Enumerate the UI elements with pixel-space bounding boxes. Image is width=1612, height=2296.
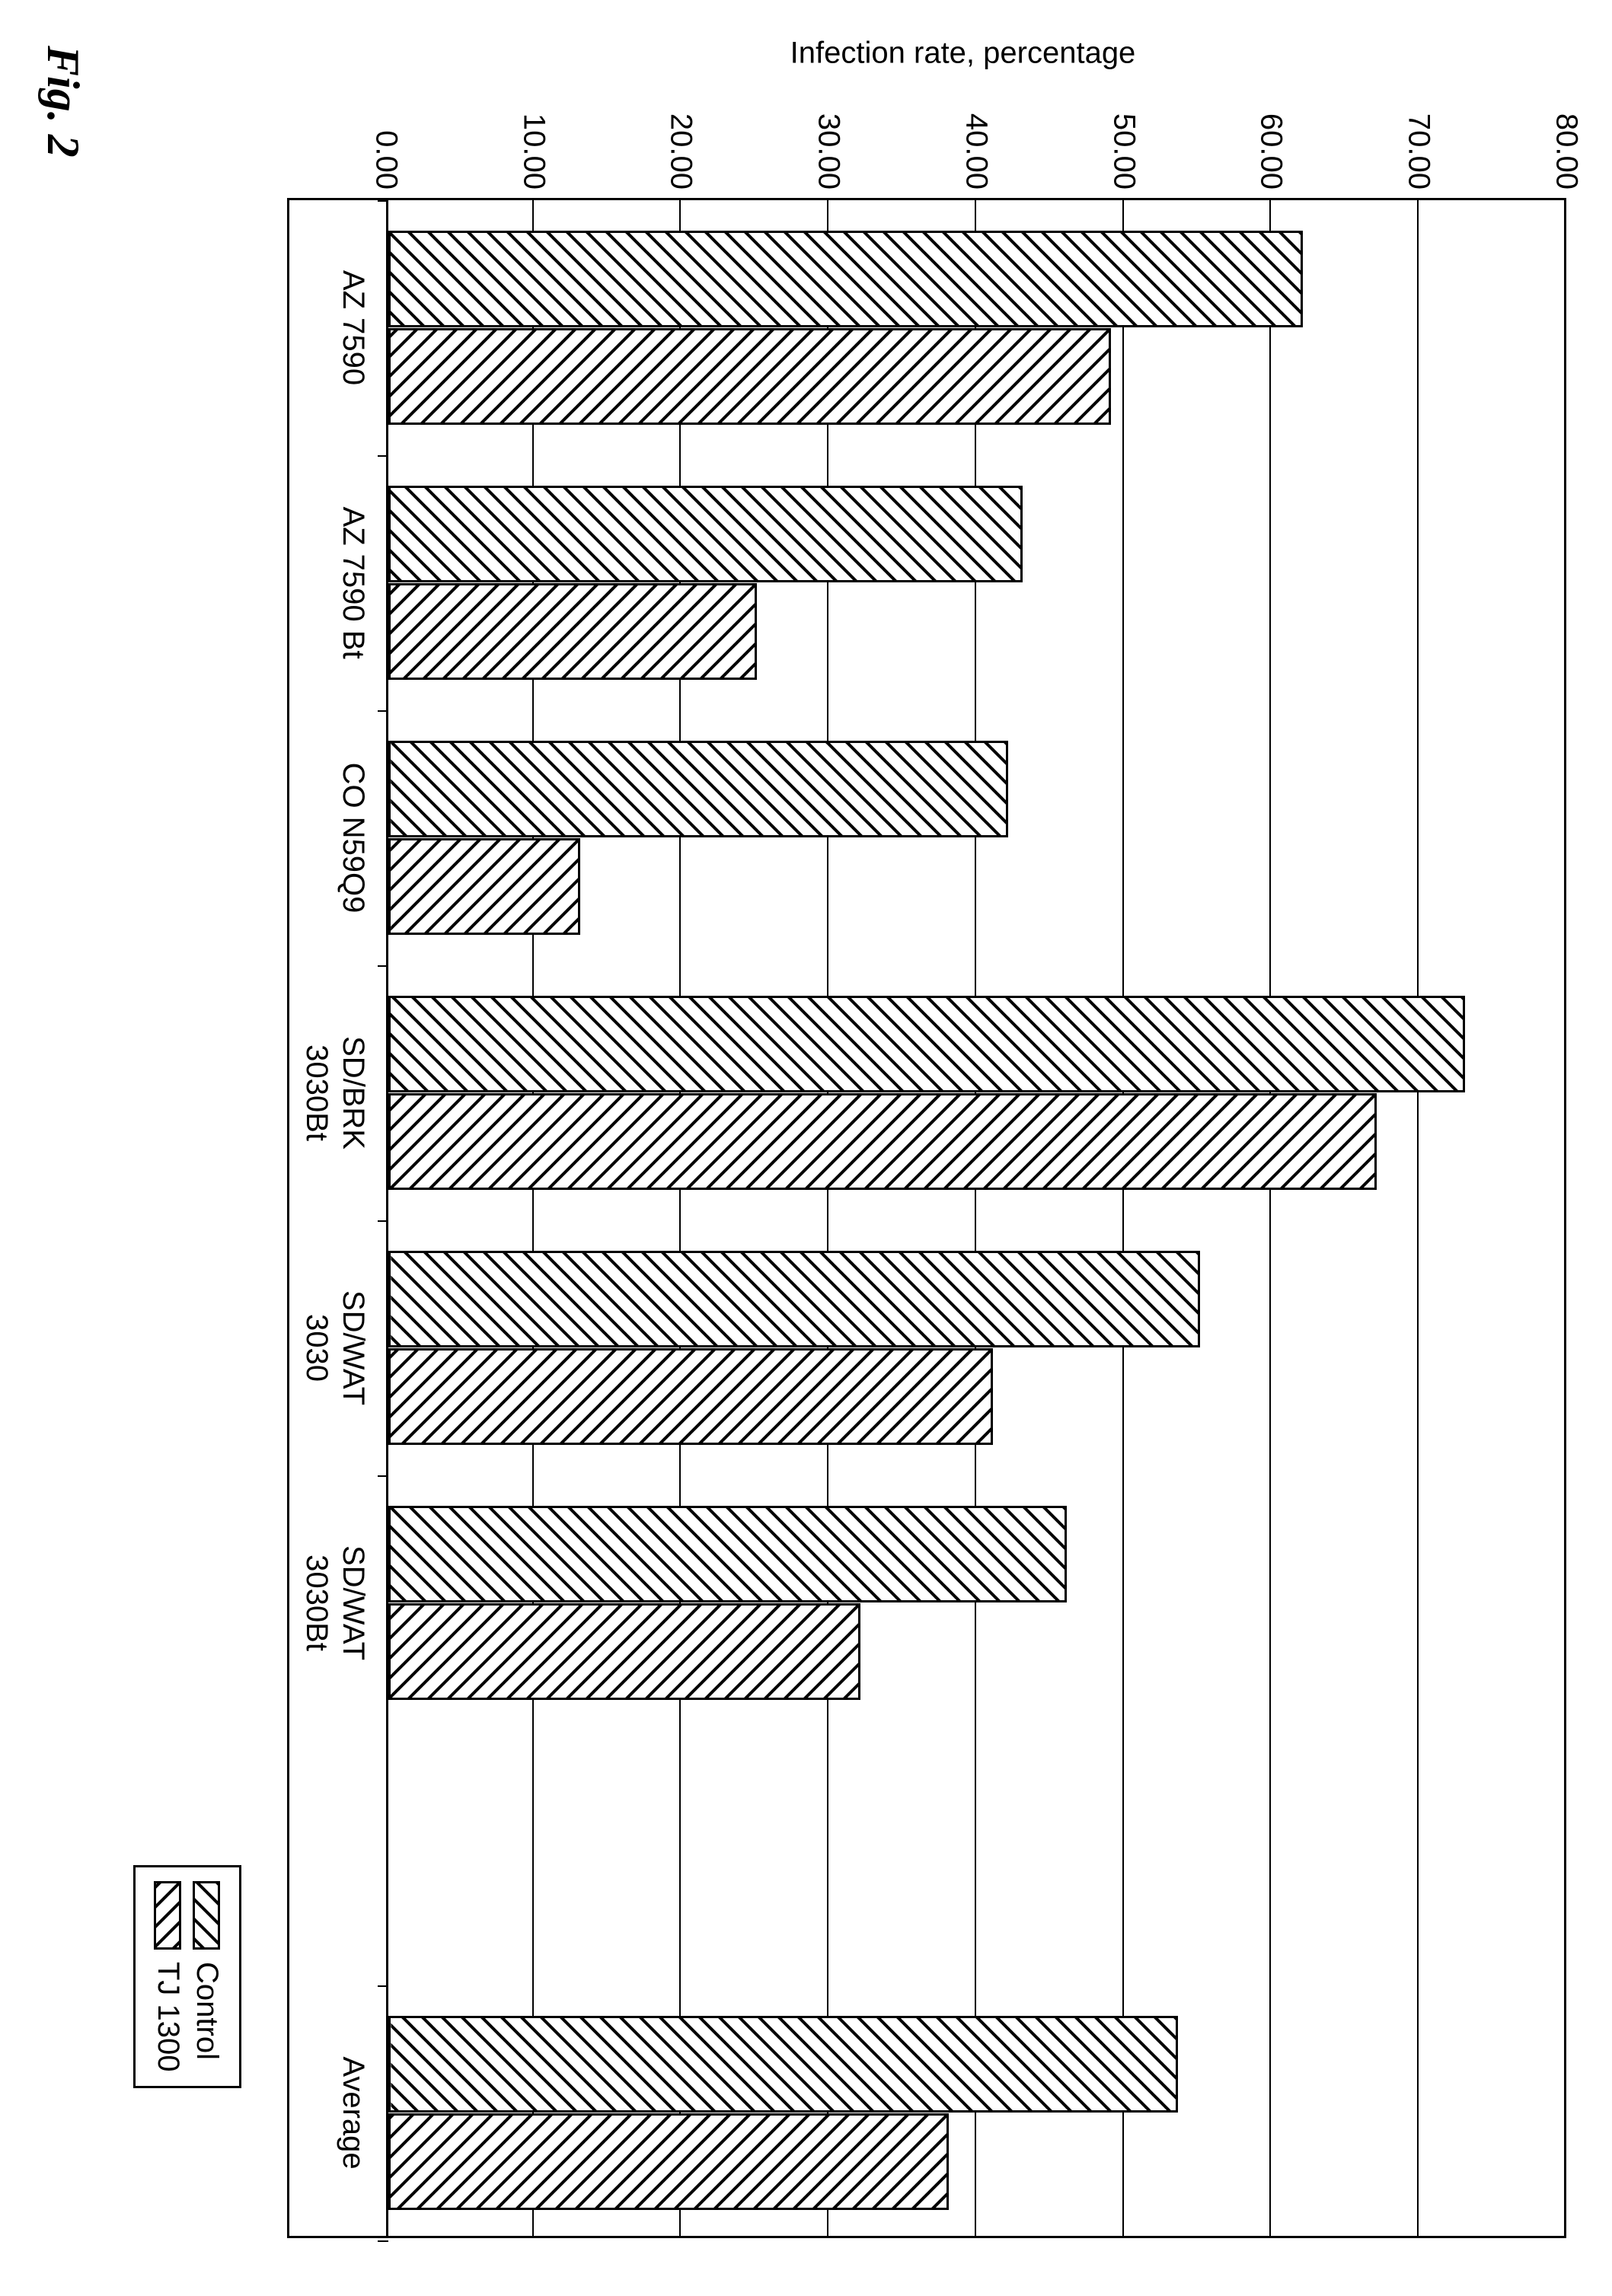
- chart-frame: [287, 198, 1566, 2238]
- y-tick-label: 20.00: [664, 113, 698, 200]
- y-axis-title: Infection rate, percentage: [735, 37, 1192, 71]
- legend-row: Control: [190, 1881, 224, 2072]
- y-tick-label: 40.00: [959, 113, 994, 200]
- legend-swatch: [155, 1881, 182, 1950]
- legend-swatch: [193, 1881, 221, 1950]
- y-tick-label: 80.00: [1550, 113, 1584, 200]
- legend-label: TJ 1300: [151, 1962, 185, 2072]
- y-tick-label: 10.00: [516, 113, 551, 200]
- y-tick-label: 30.00: [812, 113, 846, 200]
- y-tick-label: 70.00: [1402, 113, 1436, 200]
- legend: ControlTJ 1300: [133, 1865, 241, 2088]
- legend-label: Control: [190, 1962, 224, 2060]
- y-tick-label: 50.00: [1106, 113, 1141, 200]
- legend-row: TJ 1300: [151, 1881, 185, 2072]
- y-tick-label: 60.00: [1254, 113, 1288, 200]
- y-tick-label: 0.00: [369, 130, 404, 200]
- figure-label: Fig. 2: [37, 46, 89, 158]
- x-tick: [378, 2240, 388, 2242]
